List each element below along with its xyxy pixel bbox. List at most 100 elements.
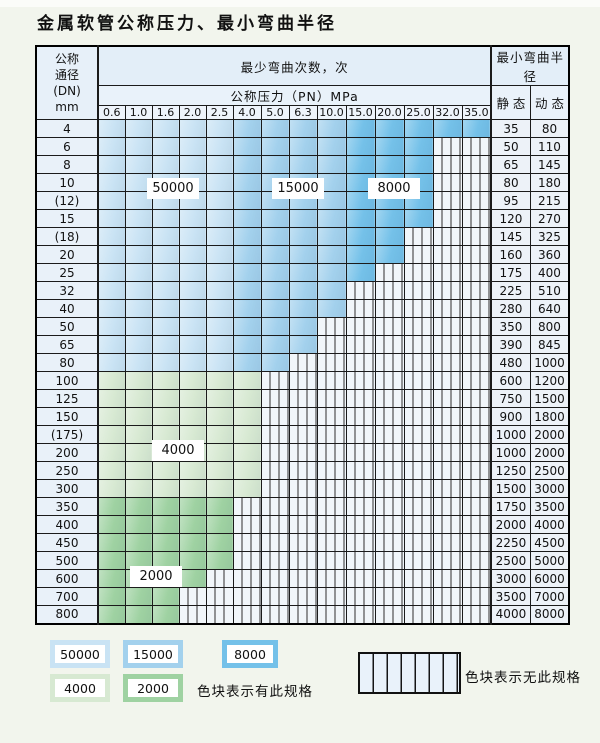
spec-cell [178, 137, 207, 156]
nospec-cell [432, 335, 463, 354]
dn-cell: 250 [35, 461, 99, 480]
static-value: 80 [490, 173, 531, 192]
nospec-cell [345, 587, 376, 606]
nospec-cell [345, 299, 376, 318]
nospec-cell [374, 407, 405, 426]
dynamic-value: 270 [529, 209, 570, 228]
nospec-cell [432, 371, 463, 390]
radius-header: 最小弯曲半径 [490, 45, 570, 86]
page-top-strip [0, 0, 600, 7]
dynamic-value: 1000 [529, 353, 570, 372]
spec-cell [97, 551, 126, 570]
nospec-cell [374, 461, 405, 480]
spec-cell [97, 119, 126, 138]
legend-swatch-label: 50000 [60, 646, 100, 662]
dynamic-value: 2500 [529, 461, 570, 480]
spec-cell [232, 299, 262, 318]
pressure-tick-5.0: 5.0 [260, 105, 290, 120]
dn-cell: 150 [35, 407, 99, 426]
nospec-cell [461, 227, 493, 246]
pressure-tick-32.0: 32.0 [432, 105, 463, 120]
dynamic-value: 4000 [529, 515, 570, 534]
nospec-cell [288, 551, 318, 570]
nospec-cell [374, 281, 405, 300]
legend-swatch-15000: 15000 [123, 640, 183, 668]
nospec-cell [432, 605, 463, 624]
nospec-cell [461, 479, 493, 498]
nospec-cell [232, 587, 262, 606]
spec-cell [205, 353, 234, 372]
corner-line: (DN) [53, 84, 81, 98]
table-row-dn-150: 150 900 1800 [35, 407, 570, 426]
spec-cell [151, 299, 180, 318]
nospec-cell [461, 173, 493, 192]
nospec-cell [345, 605, 376, 624]
nospec-cell [461, 605, 493, 624]
nospec-cell [403, 461, 434, 480]
nospec-cell [288, 389, 318, 408]
corner-line: 通径 [54, 68, 79, 82]
nospec-cell [316, 497, 347, 516]
nospec-cell [461, 371, 493, 390]
spec-cell [205, 407, 234, 426]
spec-cell [260, 335, 290, 354]
spec-cell [260, 353, 290, 372]
nospec-cell [403, 425, 434, 444]
spec-cell [97, 335, 126, 354]
nospec-cell [316, 353, 347, 372]
nospec-cell [260, 461, 290, 480]
spec-cell [260, 119, 290, 138]
nospec-cell [316, 389, 347, 408]
dn-cell: 450 [35, 533, 99, 552]
spec-cell [374, 245, 405, 264]
spec-cell [178, 245, 207, 264]
spec-cell [124, 281, 153, 300]
nospec-cell [316, 425, 347, 444]
spec-cell [205, 155, 234, 174]
nospec-cell [432, 281, 463, 300]
table-row-dn-600: 600 3000 6000 [35, 569, 570, 588]
nospec-cell [461, 461, 493, 480]
nospec-cell [461, 155, 493, 174]
pressure-tick-6.3: 6.3 [288, 105, 318, 120]
spec-cell [288, 155, 318, 174]
spec-cell [151, 605, 180, 624]
spec-cell [232, 335, 262, 354]
spec-cell [345, 173, 376, 192]
spec-cell [205, 497, 234, 516]
nospec-cell [374, 353, 405, 372]
spec-cell [151, 497, 180, 516]
dynamic-value: 110 [529, 137, 570, 156]
nospec-cell [288, 353, 318, 372]
spec-cell [232, 209, 262, 228]
corner-header-dn: 公称 通径 (DN) mm [35, 45, 99, 120]
nospec-cell [403, 299, 434, 318]
nospec-cell [345, 515, 376, 534]
spec-cell [178, 119, 207, 138]
spec-cell [288, 209, 318, 228]
spec-cell [97, 533, 126, 552]
legend-no-spec-swatch [358, 652, 461, 694]
spec-cell [232, 173, 262, 192]
spec-cell [374, 155, 405, 174]
static-value: 65 [490, 155, 531, 174]
spec-cell [97, 299, 126, 318]
dynamic-value: 5000 [529, 551, 570, 570]
spec-cell [316, 191, 347, 210]
static-value: 160 [490, 245, 531, 264]
header-row-2: 公称压力（PN）MPa 静 态 动 态 [36, 85, 570, 120]
spec-cell [345, 155, 376, 174]
band-label-8000: 8000 [368, 178, 420, 199]
spec-cell [403, 209, 434, 228]
dn-cell: 6 [35, 137, 99, 156]
nospec-cell [432, 515, 463, 534]
nospec-cell [461, 389, 493, 408]
nospec-cell [345, 443, 376, 462]
table-row-dn-25: 25 175 400 [35, 263, 570, 282]
table-row-dn-32: 32 225 510 [35, 281, 570, 300]
nospec-cell [232, 551, 262, 570]
nospec-cell [288, 587, 318, 606]
nospec-cell [403, 371, 434, 390]
spec-cell [151, 461, 180, 480]
